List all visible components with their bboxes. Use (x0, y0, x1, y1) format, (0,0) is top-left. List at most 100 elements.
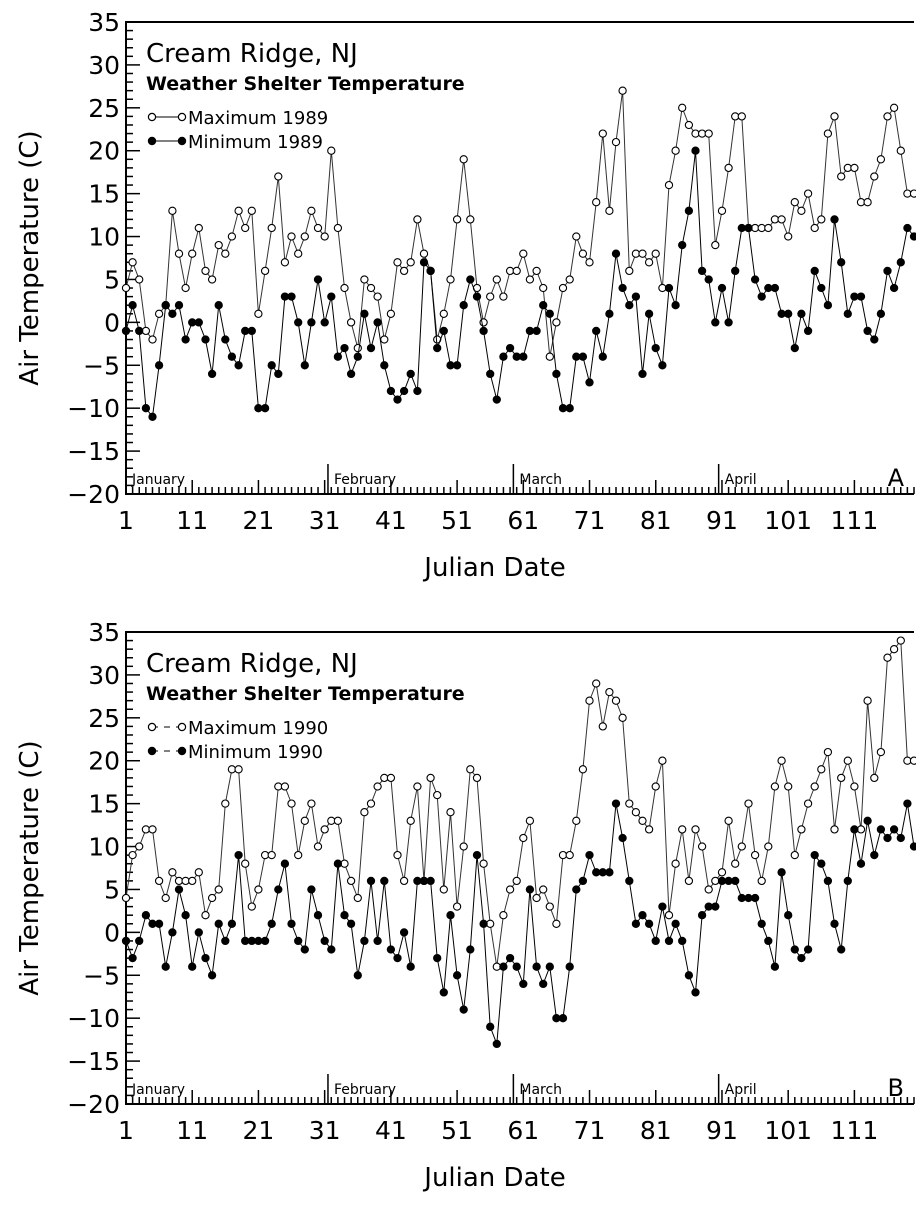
chart-subtitle: Weather Shelter Temperature (146, 73, 465, 95)
data-point-maximum (850, 163, 859, 173)
data-point-minimum (466, 945, 475, 954)
plot-frame (125, 21, 914, 495)
data-point-maximum (433, 790, 442, 800)
data-point-maximum (505, 885, 515, 894)
data-point-maximum (353, 343, 362, 353)
data-point-minimum (605, 309, 614, 318)
data-point-maximum (585, 258, 594, 267)
data-point-maximum (373, 292, 382, 301)
data-point-minimum (790, 945, 799, 954)
data-point-minimum (419, 258, 429, 267)
data-point-maximum (399, 876, 409, 886)
data-point-minimum (472, 850, 482, 860)
data-point-maximum (678, 825, 687, 834)
data-point-minimum (154, 361, 164, 370)
data-point-maximum (300, 232, 309, 241)
data-point-maximum (254, 309, 263, 318)
data-point-minimum (638, 369, 647, 379)
data-point-minimum (803, 326, 813, 336)
data-point-maximum (870, 172, 879, 181)
data-point-minimum (234, 850, 243, 860)
data-point-minimum (519, 352, 528, 361)
legend-label: Maximum 1989 (188, 108, 328, 129)
data-point-maximum (148, 335, 157, 344)
x-tick-label: 11 (176, 1116, 208, 1145)
data-point-maximum (121, 283, 131, 293)
data-point-minimum (731, 266, 740, 276)
data-point-maximum (287, 232, 296, 241)
data-point-maximum (764, 842, 773, 851)
data-point-maximum (658, 756, 667, 765)
data-point-maximum (532, 893, 541, 903)
data-point-maximum (214, 885, 223, 894)
data-point-minimum (717, 283, 727, 293)
data-point-minimum (711, 902, 720, 911)
data-point-minimum (797, 953, 806, 963)
data-point-minimum (552, 369, 561, 379)
data-point-maximum (803, 189, 813, 198)
y-tick-label: 25 (88, 94, 120, 123)
data-point-minimum (267, 361, 276, 370)
data-point-minimum (525, 885, 535, 894)
x-tick-label: 81 (640, 1116, 672, 1145)
y-tick-label: 35 (88, 618, 120, 647)
data-point-maximum (241, 859, 250, 868)
data-point-maximum (188, 249, 197, 258)
y-tick-label: 30 (88, 661, 120, 690)
data-point-minimum (803, 945, 813, 954)
data-point-maximum (519, 249, 528, 258)
x-tick-label: 91 (706, 1116, 738, 1145)
data-point-maximum (241, 223, 250, 233)
data-point-maximum (294, 249, 303, 258)
data-point-minimum (380, 876, 389, 886)
data-point-minimum (519, 979, 528, 989)
y-tick-label: 0 (104, 918, 120, 947)
data-point-maximum (684, 120, 694, 130)
y-tick-label: 15 (88, 180, 120, 209)
data-point-maximum (750, 850, 760, 860)
data-point-minimum (889, 825, 899, 834)
month-label: January (131, 472, 185, 488)
data-point-minimum (578, 876, 588, 886)
y-tick-label: −10 (67, 1004, 120, 1033)
x-tick-label: 101 (764, 506, 812, 535)
data-point-maximum (664, 180, 674, 190)
data-point-minimum (823, 876, 833, 886)
data-point-minimum (254, 404, 263, 413)
data-point-maximum (446, 275, 455, 284)
data-point-minimum (697, 266, 707, 276)
plot-frame (125, 631, 914, 1105)
data-point-maximum (678, 103, 687, 112)
y-tick-label: 25 (88, 704, 120, 733)
data-point-minimum (704, 275, 713, 284)
data-point-minimum (260, 404, 270, 413)
data-point-minimum (135, 936, 144, 946)
data-point-minimum (565, 962, 574, 971)
data-point-minimum (757, 919, 766, 928)
legend-marker (147, 136, 157, 146)
data-point-maximum (499, 292, 508, 301)
x-tick-label: 51 (441, 506, 473, 535)
data-point-minimum (247, 326, 256, 336)
month-label: April (725, 472, 757, 488)
chart-subtitle: Weather Shelter Temperature (146, 683, 465, 705)
data-point-minimum (426, 266, 435, 276)
data-point-maximum (784, 782, 793, 791)
data-point-maximum (393, 258, 402, 267)
data-point-maximum (128, 850, 137, 860)
data-point-maximum (803, 799, 813, 808)
data-point-maximum (254, 885, 263, 894)
data-point-minimum (380, 361, 389, 370)
data-point-minimum (770, 962, 780, 971)
legend-marker (147, 746, 157, 756)
data-point-maximum (247, 206, 256, 215)
data-point-maximum (452, 215, 462, 224)
data-point-minimum (499, 962, 508, 971)
data-point-minimum (267, 919, 276, 928)
data-point-minimum (863, 326, 872, 336)
series-line-maximum (125, 90, 914, 357)
data-point-minimum (883, 266, 892, 276)
data-point-minimum (896, 258, 905, 267)
data-point-minimum (194, 928, 203, 937)
data-point-maximum (227, 232, 237, 241)
